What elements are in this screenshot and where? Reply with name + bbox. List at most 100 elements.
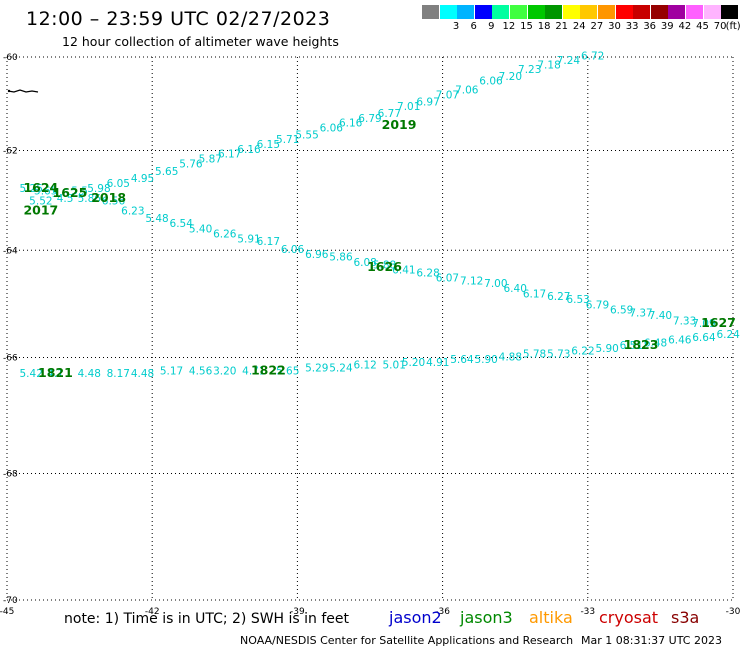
legend-label: 18 [537, 21, 551, 32]
swh-value: 6.23 [121, 206, 144, 218]
swh-value: 5.17 [160, 365, 183, 377]
swh-value: 6.79 [586, 299, 609, 311]
swh-value: 6.05 [107, 178, 130, 190]
footer-date: Mar 1 08:31:37 UTC 2023 [581, 634, 722, 647]
time-label: 1624 [23, 180, 58, 195]
legend-label: 27 [590, 21, 604, 32]
swh-value: 5.5 [71, 186, 88, 198]
swh-value: 5.25 [20, 183, 43, 195]
swh-value: 7.01 [397, 101, 420, 113]
swh-value: 6.28 [416, 267, 439, 279]
swh-value: 5.76 [179, 158, 203, 170]
swh-value: 5.91 [237, 234, 260, 246]
legend-swatch [422, 5, 439, 19]
legend-swatch [527, 5, 545, 19]
swh-value: 6.16 [339, 118, 363, 130]
legend-label: 45 [696, 21, 709, 32]
swh-value: 3.20 [213, 365, 236, 377]
swh-value: 7.06 [455, 85, 479, 97]
swh-value: 5.42 [20, 368, 43, 380]
swh-value: 5.29 [305, 363, 328, 375]
map-grid [6, 56, 734, 601]
legend-swatch [562, 5, 580, 19]
swh-value: 7.09 [692, 318, 715, 330]
swh-value: 6.56 [102, 196, 126, 208]
swh-value: 4.88 [499, 351, 522, 363]
legend-label: 70 [713, 21, 727, 32]
swh-value: 6.17 [257, 236, 280, 248]
swh-value: 6.16 [237, 144, 261, 156]
lat-label: -68 [3, 470, 18, 480]
swh-value: 7.00 [484, 278, 507, 290]
swh-value: 5.90 [474, 354, 497, 366]
time-label: 2018 [91, 190, 126, 205]
swh-value: 6.53 [566, 294, 589, 306]
swh-value: 6.26 [213, 228, 237, 240]
swh-value: 6.77 [378, 108, 401, 120]
swh-value: 5.90 [595, 343, 618, 355]
legend-swatch [615, 5, 633, 19]
legend-label: 3 [452, 21, 460, 32]
swh-value: 6.51 [620, 340, 643, 352]
time-label: 2017 [23, 203, 58, 218]
time-label: 1627 [701, 315, 736, 330]
swh-value: 6.59 [610, 305, 633, 317]
lon-label: -33 [580, 607, 595, 617]
time-label: 1823 [624, 337, 659, 352]
swh-value: 5.86 [78, 193, 102, 205]
swh-value: 5.24 [329, 363, 353, 375]
swh-value: 7.07 [436, 89, 459, 101]
legend-unit: (ft) [725, 21, 740, 32]
swh-value: 4.95 [131, 173, 154, 185]
legend-label: 24 [572, 21, 586, 32]
swh-value: 6.06 [281, 244, 305, 256]
swh-value: 6.64 [692, 332, 716, 344]
axis-labels: -60 -62 -64 -66 -68 -70-45 -42 -39 -36 -33 -30 [0, 53, 740, 617]
swh-value: 5.55 [295, 129, 318, 141]
legend-label: 21 [555, 21, 569, 32]
swh-value: 6.72 [581, 50, 604, 62]
swh-value: 5.65 [155, 166, 178, 178]
swh-value: 6.40 [504, 283, 527, 295]
legend-label: 15 [520, 21, 533, 32]
swh-value: 7.23 [518, 64, 541, 76]
swh-value: 4.1 [47, 368, 64, 380]
track-2019: 5.255.655.6 5.5 5.986.05 4.955.655.765.876.… [20, 50, 605, 200]
swh-value: 6.97 [416, 96, 439, 108]
swh-value: 6.12 [353, 360, 376, 372]
swh-value: 7.12 [460, 275, 483, 287]
swh-value: 7.24 [557, 55, 581, 67]
swh-value: 4.71 [242, 365, 265, 377]
legend-swatch [580, 5, 598, 19]
page-subtitle: 12 hour collection of altimeter wave hei… [62, 34, 339, 49]
legend-swatch [721, 5, 739, 19]
swh-value: 6.46 [668, 335, 692, 347]
swh-value: 5.71 [276, 134, 299, 146]
swh-value: 5.78 [523, 349, 546, 361]
lon-label: -45 [0, 607, 14, 617]
coastline [7, 89, 39, 93]
track-2018: 5.52 4.5 5.86 6.566.235.48 6.545.40 6.26 5.916… [23, 180, 735, 330]
footer-credit: NOAA/NESDIS Center for Satellite Applica… [240, 634, 574, 647]
legend-label: 30 [608, 21, 621, 32]
swh-value: 7.33 [673, 315, 696, 327]
legend-swatch [686, 5, 703, 19]
swh-value: 5.40 [189, 223, 212, 235]
legend-label: 9 [488, 21, 495, 32]
track-1822: 5.42 4.1 4.48 8.17 4.48 5.17 4.56 3.20 4.71 5.65 5… [20, 329, 740, 380]
legend-swatch [492, 5, 510, 19]
swh-value: 5.01 [383, 360, 406, 372]
time-label: 1822 [251, 362, 286, 377]
swh-value: 6.48 [644, 337, 667, 349]
legend-swatch [474, 5, 492, 19]
swh-value: 6.96 [305, 249, 329, 261]
swh-value: 6.17 [218, 149, 241, 161]
swh-value: 4.5 [57, 193, 74, 205]
island-shape [7, 89, 39, 93]
legend-label: 12 [502, 21, 516, 32]
satellite-label-altika: altika [529, 608, 573, 627]
lon-label: -30 [726, 607, 740, 617]
time-label: 1626 [367, 259, 402, 274]
lat-label: -66 [3, 354, 18, 364]
